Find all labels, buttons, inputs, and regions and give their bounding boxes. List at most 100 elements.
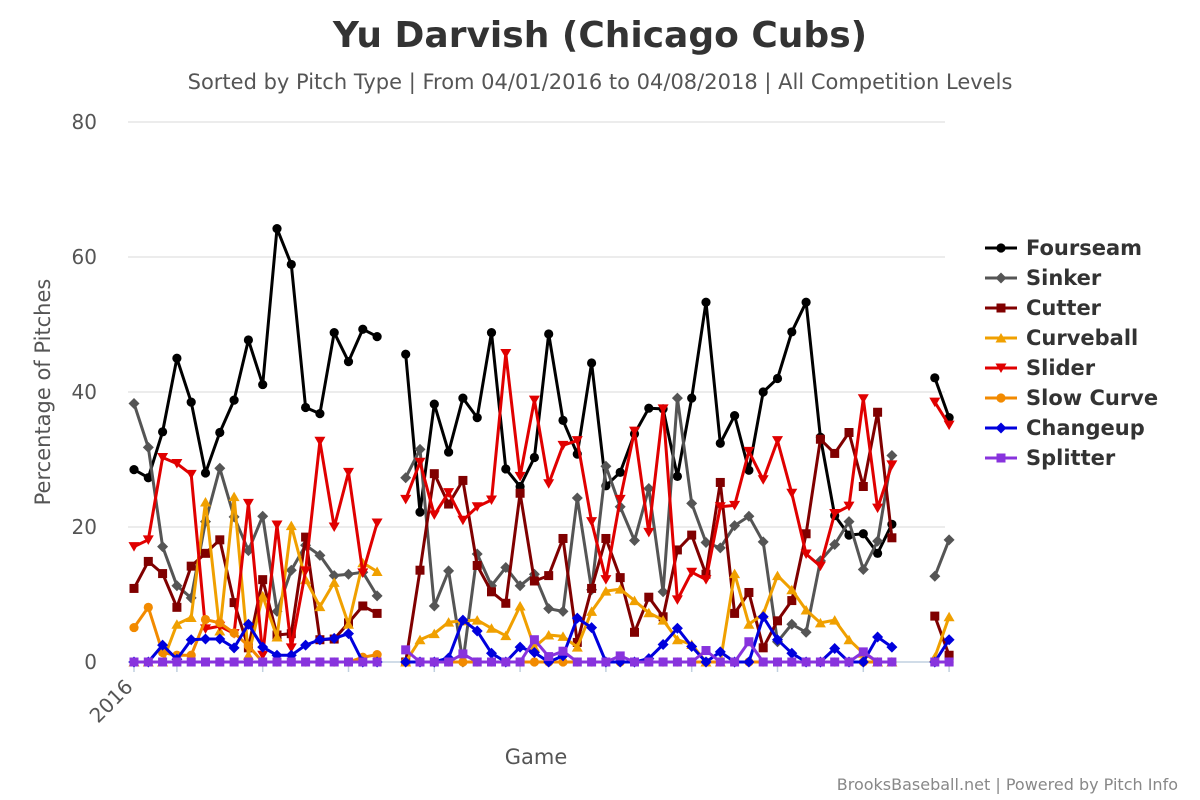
sinker-point[interactable] — [657, 586, 669, 598]
curveball-point[interactable] — [328, 577, 340, 587]
legend-item-slider[interactable]: Slider — [985, 356, 1096, 380]
cutter-point[interactable] — [487, 587, 496, 597]
cutter-point[interactable] — [558, 533, 568, 543]
fourseam-point[interactable] — [644, 403, 654, 413]
changeup-point[interactable] — [857, 656, 869, 668]
curveball-point[interactable] — [772, 570, 783, 581]
splitter-point[interactable] — [272, 657, 282, 667]
curveball-point[interactable] — [800, 605, 812, 615]
fourseam-point[interactable] — [215, 427, 225, 438]
slider-point[interactable] — [857, 394, 869, 404]
cutter-point[interactable] — [229, 598, 239, 608]
cutter-point[interactable] — [687, 530, 697, 540]
curveball-point[interactable] — [271, 632, 283, 642]
slider-point[interactable] — [271, 520, 283, 530]
slider-point[interactable] — [443, 488, 455, 498]
splitter-point[interactable] — [329, 657, 339, 667]
cutter-point[interactable] — [773, 616, 782, 626]
slow-curve-point[interactable] — [458, 657, 468, 667]
slow-curve-point[interactable] — [372, 649, 382, 660]
sinker-point[interactable] — [142, 441, 154, 453]
changeup-point[interactable] — [328, 632, 340, 644]
splitter-point[interactable] — [687, 657, 697, 667]
fourseam-point[interactable] — [687, 393, 697, 403]
slider-point[interactable] — [700, 575, 712, 585]
changeup-point[interactable] — [457, 614, 469, 626]
cutter-point[interactable] — [143, 556, 153, 566]
cutter-point[interactable] — [515, 488, 525, 498]
fourseam-point[interactable] — [472, 413, 482, 423]
changeup-point[interactable] — [886, 641, 898, 653]
legend-item-slow-curve[interactable]: Slow Curve — [985, 386, 1158, 410]
curveball-point[interactable] — [643, 607, 655, 618]
cutter-point[interactable] — [887, 533, 897, 543]
curveball-point[interactable] — [671, 634, 683, 645]
fourseam-point[interactable] — [558, 415, 568, 425]
cutter-point[interactable] — [844, 428, 854, 437]
sinker-point[interactable] — [371, 590, 383, 602]
slider-point[interactable] — [471, 502, 483, 512]
cutter-point[interactable] — [172, 602, 182, 612]
changeup-point[interactable] — [829, 643, 841, 654]
slider-point[interactable] — [929, 397, 941, 408]
splitter-point[interactable] — [429, 657, 439, 667]
changeup-point[interactable] — [700, 656, 712, 668]
splitter-point[interactable] — [815, 657, 825, 667]
splitter-point[interactable] — [887, 657, 897, 667]
slider-point[interactable] — [400, 494, 412, 505]
fourseam-point[interactable] — [158, 427, 168, 437]
splitter-point[interactable] — [372, 657, 382, 667]
fourseam-point[interactable] — [758, 387, 768, 397]
sinker-point[interactable] — [872, 535, 884, 547]
splitter-point[interactable] — [143, 657, 153, 667]
slider-point[interactable] — [285, 643, 297, 653]
sinker-point[interactable] — [557, 605, 569, 617]
sinker-point[interactable] — [886, 449, 898, 461]
legend-item-fourseam[interactable]: Fourseam — [985, 236, 1142, 260]
slider-point[interactable] — [814, 561, 826, 572]
fourseam-point[interactable] — [715, 438, 725, 448]
splitter-point[interactable] — [515, 657, 525, 667]
cutter-point[interactable] — [215, 535, 225, 545]
slider-point[interactable] — [343, 467, 354, 478]
splitter-point[interactable] — [601, 657, 611, 667]
cutter-point[interactable] — [429, 469, 439, 479]
splitter-point[interactable] — [315, 657, 325, 667]
fourseam-point[interactable] — [772, 373, 783, 384]
slow-curve-point[interactable] — [529, 657, 540, 667]
changeup-point[interactable] — [471, 625, 483, 637]
fourseam-point[interactable] — [415, 507, 425, 517]
fourseam-point[interactable] — [329, 328, 339, 338]
fourseam-point[interactable] — [672, 471, 683, 481]
splitter-point[interactable] — [830, 657, 840, 667]
splitter-point[interactable] — [701, 646, 711, 656]
cutter-point[interactable] — [501, 598, 511, 608]
slow-curve-point[interactable] — [243, 641, 253, 651]
fourseam-point[interactable] — [315, 409, 325, 419]
cutter-point[interactable] — [644, 592, 654, 602]
curveball-point[interactable] — [486, 623, 497, 633]
sinker-point[interactable] — [714, 542, 726, 554]
changeup-point[interactable] — [943, 634, 955, 646]
splitter-point[interactable] — [858, 647, 868, 657]
fourseam-point[interactable] — [873, 548, 883, 558]
slider-point[interactable] — [557, 440, 569, 451]
cutter-point[interactable] — [472, 560, 482, 570]
slider-point[interactable] — [729, 500, 741, 511]
splitter-point[interactable] — [472, 657, 482, 667]
splitter-point[interactable] — [630, 657, 639, 667]
slider-point[interactable] — [457, 515, 469, 526]
sinker-point[interactable] — [500, 562, 512, 573]
legend-item-sinker[interactable]: Sinker — [985, 266, 1102, 290]
changeup-point[interactable] — [242, 618, 254, 630]
slider-point[interactable] — [886, 460, 898, 470]
cutter-point[interactable] — [601, 533, 611, 543]
sinker-point[interactable] — [314, 549, 326, 561]
slow-curve-point[interactable] — [558, 657, 568, 667]
sinker-point[interactable] — [843, 516, 855, 528]
splitter-point[interactable] — [944, 657, 954, 667]
changeup-point[interactable] — [714, 646, 726, 658]
curveball-point[interactable] — [729, 568, 741, 579]
sinker-point[interactable] — [729, 520, 741, 532]
fourseam-point[interactable] — [186, 397, 196, 407]
